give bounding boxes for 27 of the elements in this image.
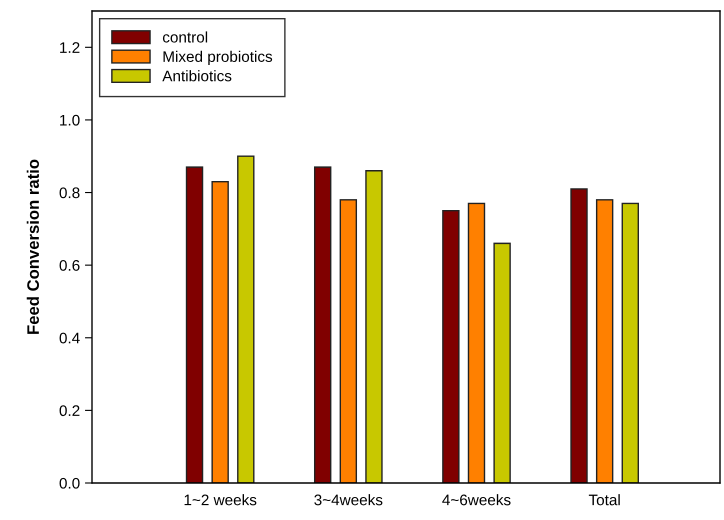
legend-label: control [162,31,208,43]
bar [186,166,204,483]
legend-label: Antibiotics [162,70,232,82]
y-tick-label: 1.2 [60,42,80,53]
bar [622,202,639,483]
y-tick-label: 1.0 [60,114,80,126]
bar [570,188,588,483]
bar [596,199,614,483]
y-tick-label: 0.8 [60,187,80,198]
x-tick-label: 4~6weeks [442,494,511,506]
y-tick-label: 0.6 [60,260,80,271]
y-axis-title: Feed Conversion ratio [26,160,39,334]
y-tick-label: 0.2 [60,405,80,416]
y-tick-label: 0.4 [60,332,80,344]
bar [340,199,358,483]
bar [493,242,511,483]
x-tick-label: Total [588,494,620,506]
bar [365,170,383,483]
y-tick-label: 0.0 [60,478,80,489]
bar [237,156,254,483]
legend-label: Mixed probiotics [164,50,272,66]
bar [442,210,460,483]
x-tick-label: 1~2 weeks [184,494,256,506]
bar [468,202,486,483]
bar [211,180,229,483]
bar [314,166,332,483]
x-tick-label: 3~4weeks [314,494,382,506]
